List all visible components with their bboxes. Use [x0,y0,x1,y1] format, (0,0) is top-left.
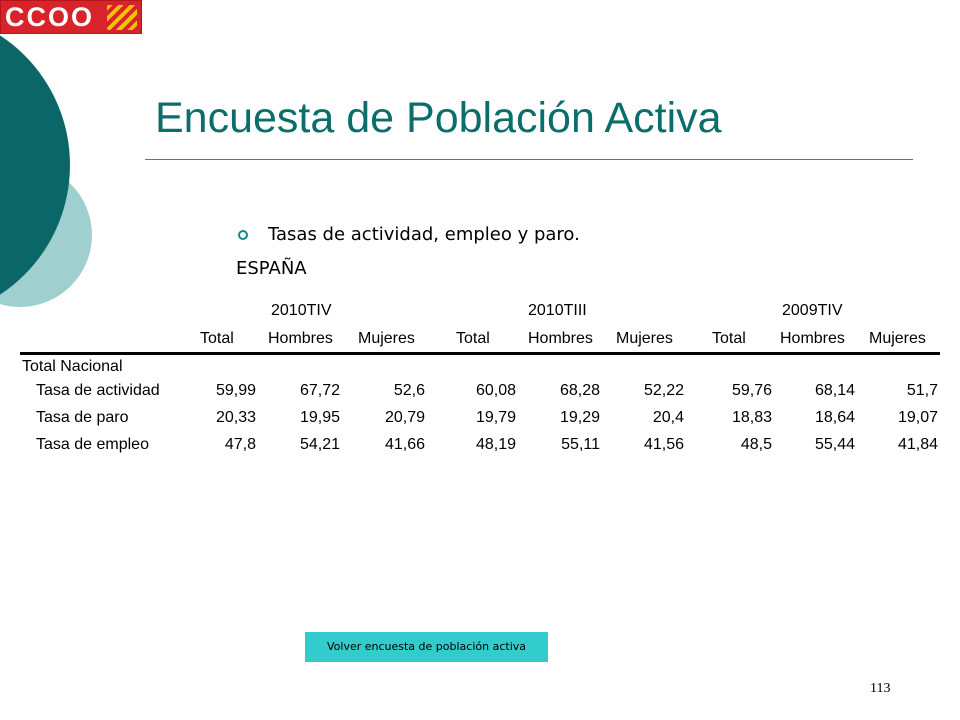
table-cell: 55,44 [814,436,855,453]
logo-text: CCOO [5,2,94,32]
row-label: Tasa de actividad [36,382,160,399]
column-header: Total [200,330,234,347]
table-cell: 20,33 [215,409,256,426]
table-cell: 47,8 [224,436,256,453]
table-cell: 19,95 [299,409,340,426]
table-cell: 48,19 [475,436,516,453]
group-header: 2009TIV [782,302,843,319]
table-cell: 51,7 [906,382,938,399]
table-cell: 68,28 [559,382,600,399]
table-cell: 52,22 [643,382,684,399]
header-rule [20,352,940,355]
column-header: Hombres [268,330,333,347]
aragon-flag-icon [107,5,137,30]
table-cell: 19,07 [897,409,938,426]
section-label: Total Nacional [22,358,123,375]
group-header: 2010TIV [271,302,332,319]
table-cell: 59,76 [731,382,772,399]
title-divider [145,159,913,160]
table-cell: 19,79 [475,409,516,426]
decorative-circles [0,35,92,307]
table-cell: 20,79 [384,409,425,426]
table-cell: 59,99 [215,382,256,399]
page-title: Encuesta de Población Activa [155,94,722,142]
column-header: Total [712,330,746,347]
table-cell: 20,4 [652,409,684,426]
table-cell: 67,72 [299,382,340,399]
row-label: Tasa de empleo [36,436,149,453]
back-to-survey-button[interactable]: Volver encuesta de población activa [305,632,548,662]
row-label: Tasa de paro [36,409,129,426]
group-header: 2010TIII [528,302,587,319]
column-header: Hombres [780,330,845,347]
bullet-text: Tasas de actividad, empleo y paro. [268,224,580,245]
page-number: 113 [870,681,891,696]
table-cell: 18,64 [814,409,855,426]
table-cell: 60,08 [475,382,516,399]
table-cell: 55,11 [561,436,600,453]
column-header: Mujeres [869,330,926,347]
table-cell: 54,21 [299,436,340,453]
column-header: Total [456,330,490,347]
bullet-item: Tasas de actividad, empleo y paro. [238,224,580,245]
table-cell: 41,66 [384,436,425,453]
table-cell: 68,14 [814,382,855,399]
column-header: Mujeres [358,330,415,347]
table-cell: 41,84 [897,436,938,453]
region-label: ESPAÑA [236,258,307,279]
ccoo-logo: CCOO [0,0,142,34]
column-header: Mujeres [616,330,673,347]
column-header: Hombres [528,330,593,347]
circle-bullet-icon [238,229,248,240]
table-cell: 18,83 [731,409,772,426]
table-cell: 48,5 [740,436,772,453]
table-cell: 41,56 [643,436,684,453]
table-cell: 19,29 [559,409,600,426]
table-cell: 52,6 [393,382,425,399]
